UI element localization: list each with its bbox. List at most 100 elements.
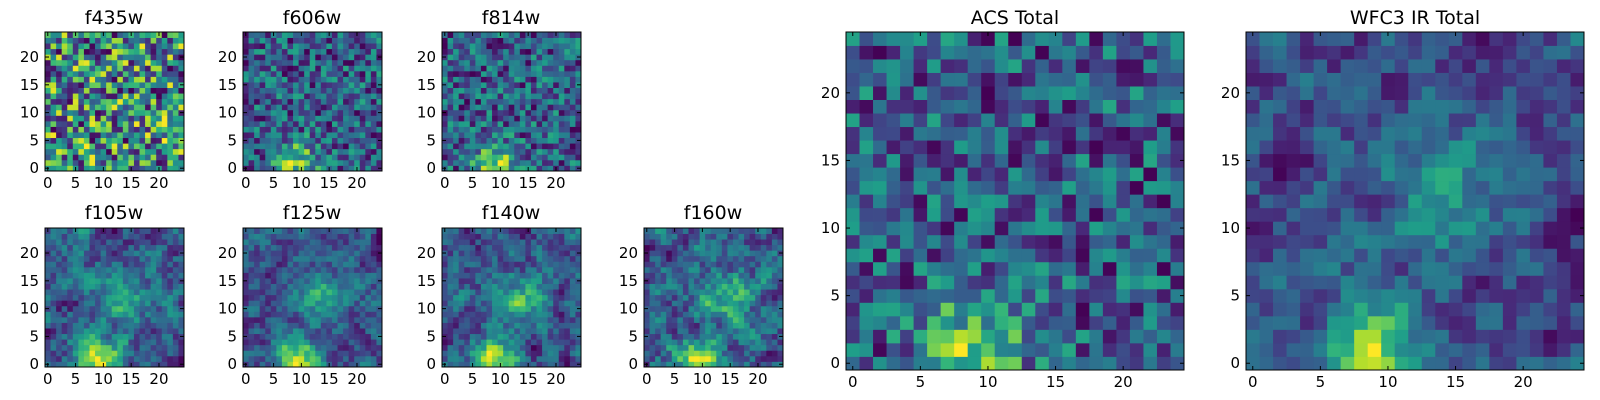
heatmap-cell: [497, 250, 504, 257]
heatmap-cell: [475, 278, 482, 284]
heatmap-cell: [530, 54, 537, 61]
heatmap-cell: [56, 250, 63, 257]
heatmap-cell: [161, 266, 168, 273]
heatmap-cell: [442, 350, 448, 357]
heatmap-cell: [243, 244, 249, 251]
heatmap-cell: [133, 239, 140, 246]
heatmap-cell: [886, 288, 901, 303]
heatmap-cell: [298, 316, 305, 323]
heatmap-cell: [453, 289, 460, 296]
heatmap-cell: [139, 355, 146, 362]
heatmap-cell: [100, 261, 107, 268]
heatmap-cell: [447, 132, 454, 139]
heatmap-cell: [326, 37, 333, 44]
heatmap-cell: [178, 350, 185, 357]
heatmap-cell: [453, 344, 460, 351]
heatmap-cell: [508, 65, 515, 72]
heatmap-cell: [694, 272, 700, 279]
heatmap-cell: [954, 288, 969, 303]
heatmap-cell: [117, 272, 124, 279]
heatmap-cell: [61, 328, 68, 335]
heatmap-cell: [900, 261, 914, 276]
heatmap-cell: [139, 48, 146, 55]
heatmap-cell: [243, 322, 249, 329]
heatmap-cell: [287, 283, 294, 290]
x-tick-label: 10: [292, 174, 311, 192]
heatmap-cell: [248, 255, 255, 262]
heatmap-cell: [315, 305, 322, 312]
heatmap-cell: [749, 311, 756, 318]
heatmap-cell: [89, 115, 96, 122]
heatmap-cell: [243, 294, 249, 301]
heatmap-cell: [72, 233, 79, 240]
heatmap-cell: [298, 339, 305, 346]
heatmap-cell: [458, 93, 465, 100]
heatmap-cell: [365, 322, 372, 329]
heatmap-cell: [900, 180, 914, 195]
heatmap-cell: [259, 328, 266, 335]
heatmap-cell: [1062, 221, 1077, 236]
heatmap-cell: [161, 32, 168, 38]
heatmap-cell: [133, 278, 140, 284]
heatmap-cell: [309, 361, 316, 368]
heatmap-cell: [530, 305, 537, 312]
heatmap-cell: [276, 266, 283, 273]
heatmap-cell: [453, 283, 460, 290]
y-tick-label: 20: [619, 244, 638, 262]
heatmap-cell: [78, 361, 85, 368]
heatmap-cell: [886, 342, 901, 357]
heatmap-cell: [61, 126, 68, 133]
heatmap-cell: [1116, 288, 1131, 303]
heatmap-cell: [67, 294, 74, 301]
heatmap-cell: [671, 278, 678, 284]
heatmap-cell: [309, 32, 316, 38]
heatmap-cell: [150, 272, 157, 279]
heatmap-cell: [370, 300, 377, 307]
heatmap-cell: [376, 59, 383, 66]
heatmap-cell: [705, 272, 712, 279]
heatmap-cell: [111, 32, 118, 38]
heatmap-cell: [259, 311, 266, 318]
heatmap-cell: [694, 278, 700, 284]
heatmap-cell: [45, 93, 51, 100]
heatmap-cell: [128, 328, 135, 335]
heatmap-cell: [760, 305, 767, 312]
heatmap-cell: [139, 344, 146, 351]
heatmap-cell: [365, 109, 372, 116]
heatmap-cell: [122, 322, 129, 329]
heatmap-cell: [281, 120, 288, 127]
heatmap-cell: [688, 261, 695, 268]
heatmap-cell: [688, 311, 695, 318]
heatmap-cell: [145, 283, 152, 290]
heatmap-cell: [442, 322, 448, 329]
heatmap-cell: [106, 165, 113, 172]
heatmap-cell: [558, 37, 565, 44]
heatmap-cell: [542, 283, 549, 290]
heatmap-cell: [293, 244, 299, 251]
heatmap-cell: [644, 294, 650, 301]
heatmap-cell: [298, 76, 305, 83]
heatmap-cell: [677, 244, 684, 251]
heatmap-cell: [503, 300, 510, 307]
heatmap-cell: [259, 159, 266, 166]
heatmap-cell: [309, 154, 316, 161]
heatmap-cell: [281, 104, 288, 111]
heatmap-cell: [343, 239, 350, 246]
heatmap-cell: [265, 126, 272, 133]
heatmap-cell: [458, 278, 465, 284]
heatmap-cell: [1102, 180, 1117, 195]
heatmap-cell: [705, 322, 712, 329]
heatmap-cell: [106, 98, 113, 105]
heatmap-cell: [281, 59, 288, 66]
heatmap-cell: [744, 333, 751, 340]
heatmap-cell: [755, 344, 762, 351]
heatmap-cell: [370, 126, 377, 133]
heatmap-cell: [480, 255, 487, 262]
heatmap-cell: [354, 278, 361, 284]
heatmap-cell: [89, 54, 96, 61]
heatmap-cell: [100, 120, 107, 127]
heatmap-cell: [492, 37, 498, 44]
heatmap-cell: [243, 289, 249, 296]
heatmap-cell: [749, 305, 756, 312]
